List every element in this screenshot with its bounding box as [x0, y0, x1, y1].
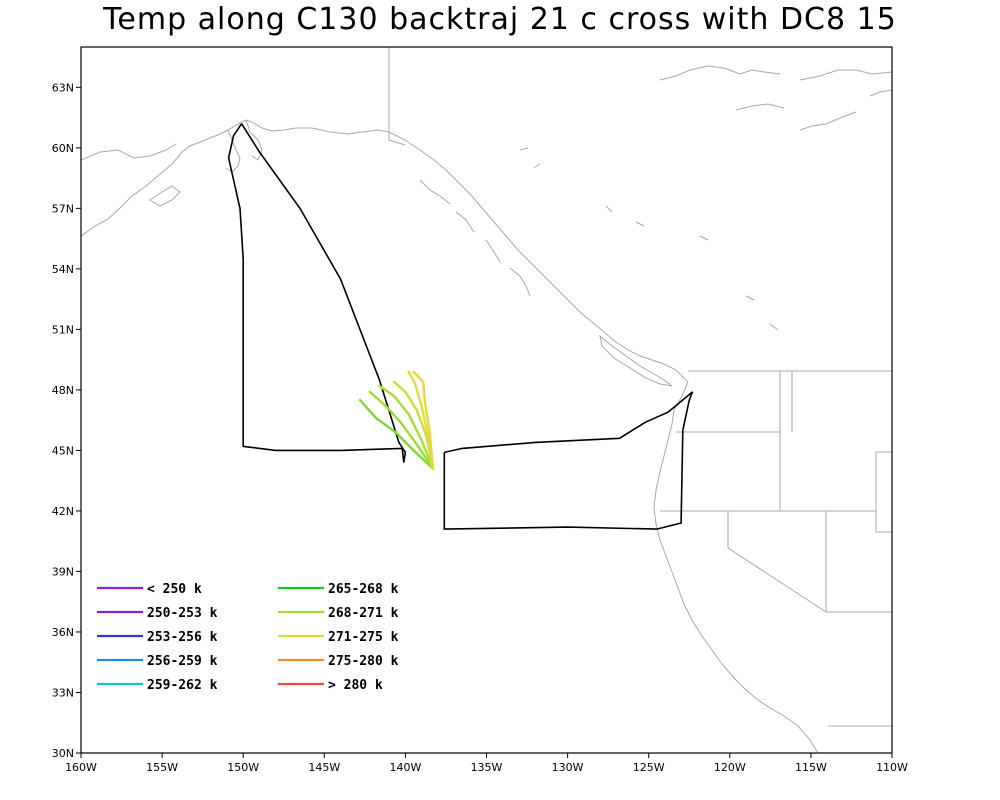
y-tick-label: 42N — [52, 505, 74, 518]
y-tick-label: 54N — [52, 263, 74, 276]
trajectory-5 — [407, 370, 435, 470]
legend-label: 256-259 k — [147, 654, 218, 669]
y-tick-label: 48N — [52, 384, 74, 397]
trajectory-2 — [368, 390, 435, 470]
y-tick-label: 33N — [52, 686, 74, 699]
legend-label: 268-271 k — [328, 606, 399, 621]
legend-label: 271-275 k — [328, 630, 399, 645]
basemap — [81, 47, 892, 753]
x-tick-label: 140W — [389, 761, 421, 774]
x-tick-label: 110W — [876, 761, 908, 774]
legend-label: 259-262 k — [147, 678, 218, 693]
legend-label: 275-280 k — [328, 654, 399, 669]
border-alaska-canada — [388, 47, 406, 146]
y-tick-label: 57N — [52, 202, 74, 215]
y-tick-label: 45N — [52, 444, 74, 457]
coastline-panhandle — [388, 131, 689, 383]
y-axis: 30N 33N 36N 39N 42N 45N 48N 51N 54N 57N 60N 63N — [52, 81, 81, 760]
coastline-alaska — [81, 119, 390, 237]
coastline-islands — [419, 179, 531, 297]
flight-track — [227, 123, 694, 530]
legend-label: 250-253 k — [147, 606, 218, 621]
legend: < 250 k 250-253 k 253-256 k 256-259 k 259-26… — [97, 582, 399, 693]
legend-label: 265-268 k — [328, 582, 399, 597]
coastline-lakes — [519, 147, 779, 331]
border-states — [660, 371, 892, 727]
coastline-arctic — [659, 65, 892, 131]
coastline-kenai — [245, 119, 263, 161]
map-title: Temp along C130 backtraj 21 c cross with… — [103, 2, 897, 37]
x-axis: 160W 155W 150W 145W 140W 135W 130W 125W 120W 115W… — [65, 753, 908, 774]
trajectory-1 — [358, 398, 435, 470]
y-tick-label: 60N — [52, 142, 74, 155]
x-tick-label: 160W — [65, 761, 97, 774]
x-tick-label: 155W — [146, 761, 178, 774]
y-tick-label: 51N — [52, 323, 74, 336]
x-tick-label: 120W — [714, 761, 746, 774]
coastline-kodiak — [149, 185, 181, 207]
y-tick-label: 39N — [52, 565, 74, 578]
trajectory-6 — [412, 370, 435, 470]
legend-label: > 280 k — [328, 678, 383, 693]
x-tick-label: 115W — [795, 761, 827, 774]
coastline-vancouver-island — [599, 334, 673, 387]
x-tick-label: 150W — [227, 761, 259, 774]
flight-track-segment-1 — [227, 123, 407, 463]
x-tick-label: 125W — [633, 761, 665, 774]
y-tick-label: 30N — [52, 747, 74, 760]
legend-label: < 250 k — [147, 582, 202, 597]
legend-label: 253-256 k — [147, 630, 218, 645]
x-tick-label: 145W — [308, 761, 340, 774]
coastline-western-ak — [81, 143, 177, 161]
x-tick-label: 130W — [552, 761, 584, 774]
coastline-west-us — [653, 381, 819, 753]
y-tick-label: 63N — [52, 81, 74, 94]
flight-track-segment-2 — [443, 391, 694, 530]
y-tick-label: 36N — [52, 626, 74, 639]
back-trajectories — [358, 370, 435, 470]
plot-frame — [80, 46, 893, 754]
x-tick-label: 135W — [471, 761, 503, 774]
trajectory-3 — [378, 384, 435, 470]
